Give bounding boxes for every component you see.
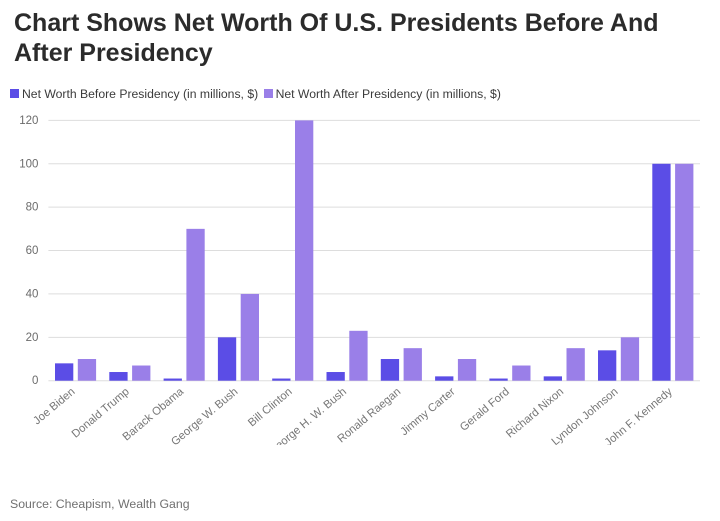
svg-text:Gerald Ford: Gerald Ford	[458, 386, 512, 434]
svg-text:40: 40	[26, 288, 39, 300]
svg-text:120: 120	[19, 115, 38, 127]
svg-text:Jimmy Carter: Jimmy Carter	[398, 386, 457, 439]
svg-text:Joe Biden: Joe Biden	[31, 386, 77, 427]
svg-text:0: 0	[32, 375, 38, 387]
svg-text:80: 80	[26, 202, 39, 214]
svg-text:100: 100	[19, 158, 38, 170]
svg-text:60: 60	[26, 245, 39, 257]
svg-text:20: 20	[26, 332, 39, 344]
svg-text:Bill Clinton: Bill Clinton	[246, 386, 295, 430]
